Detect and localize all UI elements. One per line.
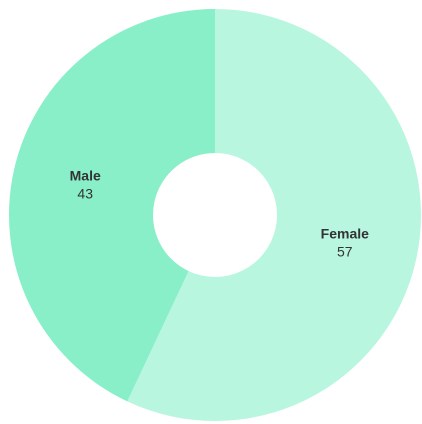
slice-value: 43: [77, 186, 93, 202]
slice: [8, 9, 215, 402]
slice-label: Male: [70, 168, 101, 184]
slice: [127, 9, 421, 422]
slice-label: Female: [321, 226, 369, 242]
slice-value: 57: [337, 244, 353, 260]
